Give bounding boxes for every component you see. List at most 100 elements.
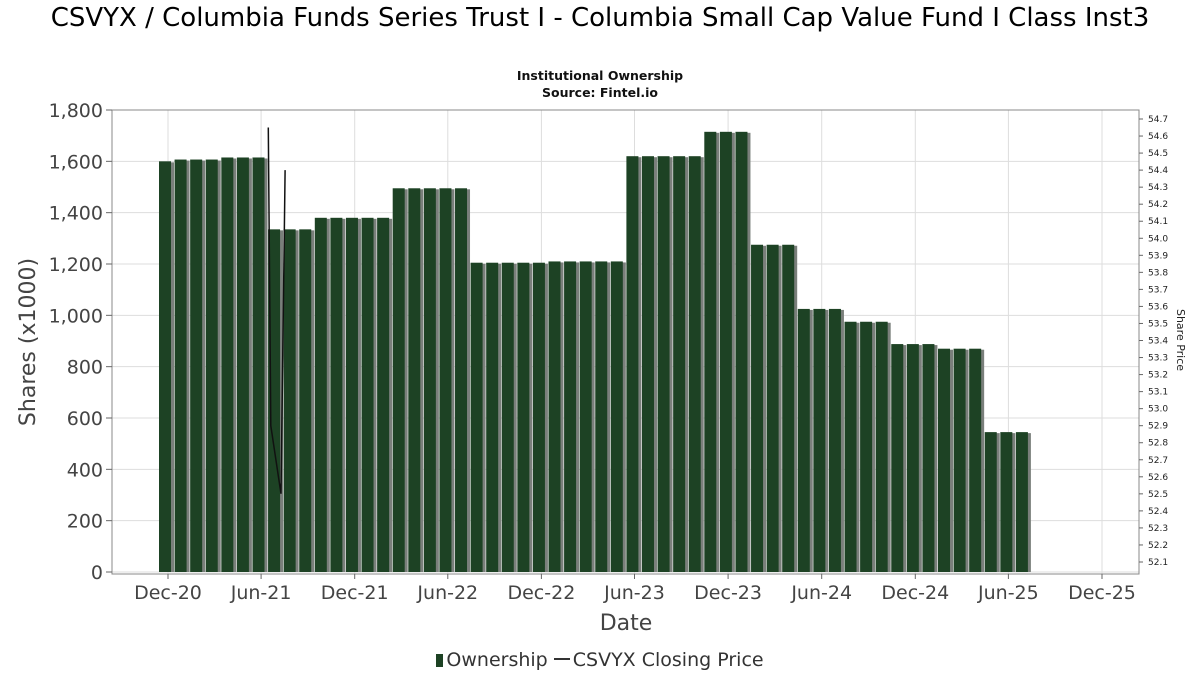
- y2-tick-label: 53.4: [1148, 337, 1168, 347]
- bar-series: [159, 131, 1031, 573]
- ownership-bar: [860, 321, 873, 572]
- ownership-bar: [704, 131, 717, 573]
- ownership-bar: [221, 157, 234, 572]
- x-tick-label: Jun-21: [230, 582, 292, 604]
- y-tick-label: 400: [67, 459, 103, 481]
- ownership-bar: [813, 308, 826, 572]
- y2-tick-label: 52.3: [1148, 524, 1168, 534]
- ownership-bar: [969, 348, 982, 572]
- y2-tick-label: 54.1: [1148, 217, 1168, 227]
- ownership-bar: [299, 229, 312, 572]
- y-tick-label: 1,000: [49, 305, 103, 327]
- y2-tick-label: 54.6: [1148, 132, 1168, 142]
- ownership-bar: [532, 262, 545, 572]
- y2-tick-label: 53.8: [1148, 268, 1168, 278]
- ownership-bar: [501, 262, 514, 572]
- ownership-bar: [517, 262, 530, 572]
- ownership-bar: [252, 157, 265, 572]
- ownership-bar: [751, 244, 764, 572]
- ownership-bar: [486, 262, 499, 572]
- ownership-bar: [579, 261, 592, 572]
- price-series: [267, 127, 286, 494]
- ownership-chart: 0 200 400 600 800 1,000 1,200 1,400 1,600 1,800 De…: [16, 100, 1187, 636]
- y-tick-label: 1,600: [49, 151, 103, 173]
- y-tick-label: 1,800: [49, 100, 103, 122]
- y2-tick-label: 54.2: [1148, 200, 1168, 210]
- ownership-bar: [641, 156, 654, 572]
- y2-tick-label: 52.8: [1148, 439, 1168, 449]
- ownership-bar: [782, 244, 795, 572]
- ownership-bar: [408, 188, 421, 573]
- y-tick-label: 800: [67, 357, 103, 379]
- y2-tick-label: 52.7: [1148, 456, 1168, 466]
- ownership-bar: [844, 321, 857, 572]
- y-tick-label: 1,400: [49, 203, 103, 225]
- y2-tick-label: 52.2: [1148, 541, 1168, 551]
- y2-tick-label: 53.7: [1148, 285, 1168, 295]
- ownership-bar: [735, 131, 748, 573]
- ownership-bar: [455, 188, 468, 573]
- y2-tick-label: 54.4: [1148, 166, 1168, 176]
- legend-ownership-label: Ownership: [446, 649, 548, 671]
- y2-tick-label: 53.1: [1148, 388, 1168, 398]
- ownership-swatch-icon: [436, 654, 444, 667]
- ownership-bar: [470, 262, 483, 572]
- y2-tick-label: 52.5: [1148, 490, 1168, 500]
- ownership-bar: [283, 229, 296, 572]
- ownership-bar: [564, 261, 577, 572]
- y2-axis-label: Share Price: [1174, 309, 1187, 371]
- y-tick-label: 1,200: [49, 254, 103, 276]
- ownership-bar: [984, 432, 997, 572]
- plot-border: [111, 109, 1140, 575]
- price-line-icon: [553, 658, 570, 660]
- ownership-bar: [1015, 432, 1028, 572]
- x-tick-label: Dec-25: [1068, 582, 1136, 604]
- legend-price-label: CSVYX Closing Price: [572, 649, 764, 671]
- y2-tick-label: 53.2: [1148, 371, 1168, 381]
- x-tick-label: Jun-22: [416, 582, 478, 604]
- y2-tick-label: 52.1: [1148, 558, 1168, 568]
- y-tick-label: 0: [91, 562, 103, 584]
- ownership-bar: [548, 261, 561, 572]
- ownership-bar: [1000, 432, 1013, 572]
- ownership-bar: [423, 188, 436, 573]
- y2-tick-label: 54.3: [1148, 183, 1168, 193]
- ownership-bar: [377, 217, 390, 573]
- ownership-bar: [314, 217, 327, 573]
- chart-title: CSVYX / Columbia Funds Series Trust I - …: [50, 3, 1150, 33]
- ownership-bar: [174, 159, 187, 572]
- ownership-bar: [205, 159, 218, 572]
- ownership-bar: [922, 344, 935, 572]
- ownership-bar: [673, 156, 686, 572]
- x-tick-label: Dec-24: [881, 582, 949, 604]
- ownership-bar: [595, 261, 608, 572]
- ownership-bar: [439, 188, 452, 573]
- ownership-bar: [610, 261, 623, 572]
- chart-subtitle: Institutional Ownership: [516, 68, 684, 83]
- y2-tick-label: 54.0: [1148, 234, 1168, 244]
- ownership-bar: [236, 157, 249, 572]
- ownership-bar: [938, 348, 950, 572]
- ownership-bar: [657, 156, 670, 572]
- ownership-bar: [361, 217, 374, 573]
- ownership-bar: [688, 156, 701, 572]
- y-tick-label: 600: [67, 408, 103, 430]
- ownership-bar: [891, 344, 904, 572]
- ownership-bar: [766, 244, 779, 572]
- y-axis-label: Shares (x1000): [16, 258, 41, 426]
- y2-tick-label: 53.5: [1148, 319, 1168, 329]
- ownership-bar: [159, 161, 171, 573]
- y2-tick-label: 53.9: [1148, 251, 1168, 261]
- x-tick-label: Dec-23: [694, 582, 762, 604]
- x-tick-label: Jun-25: [977, 582, 1039, 604]
- y2-tick-label: 52.4: [1148, 507, 1168, 517]
- y-tick-label: 200: [67, 511, 103, 533]
- x-tick-label: Dec-22: [507, 582, 575, 604]
- y2-tick-label: 53.0: [1148, 405, 1168, 415]
- x-tick-label: Jun-24: [790, 582, 852, 604]
- ownership-bar: [797, 308, 810, 572]
- x-tick-label: Dec-20: [134, 582, 202, 604]
- ownership-bar: [330, 217, 343, 573]
- x-tick-label: Jun-23: [603, 582, 665, 604]
- ownership-bar: [345, 217, 358, 573]
